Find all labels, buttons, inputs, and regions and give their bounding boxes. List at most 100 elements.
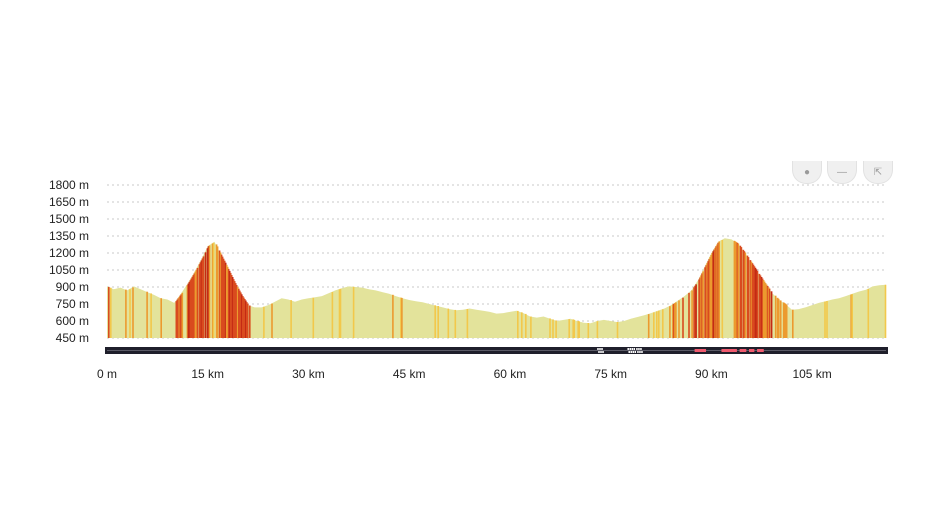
gradient-stripe [779, 300, 782, 338]
y-tick-label: 1500 m [49, 212, 89, 226]
gradient-stripe [226, 266, 229, 338]
gradient-stripe [695, 284, 697, 338]
x-tick-label: 45 km [393, 367, 426, 381]
gradient-stripe [199, 262, 202, 338]
gradient-stripe [218, 250, 221, 338]
gradient-stripe [766, 285, 769, 338]
gradient-stripe [709, 257, 711, 338]
surface-unpaved-mark [600, 351, 602, 353]
person-icon[interactable]: ● [792, 161, 822, 184]
gradient-stripe [211, 243, 214, 338]
expand-icon[interactable]: ⇱ [863, 161, 893, 184]
y-axis: 450 m 600 m 750 m 900 m 1050 m 1200 m 1350 m 15… [49, 178, 89, 345]
gradient-stripe [227, 268, 230, 338]
surface-unpaved-mark [632, 351, 634, 353]
surface-unpaved-mark [630, 351, 632, 353]
gradient-stripe [824, 301, 826, 338]
gradient-stripe [743, 251, 746, 338]
gradient-stripe [653, 312, 655, 338]
gradient-stripe [466, 309, 469, 338]
gradient-stripe [233, 281, 236, 338]
gradient-stripe [752, 264, 755, 338]
gradient-stripe [756, 270, 759, 338]
gradient-stripe [699, 277, 701, 338]
gradient-stripe [713, 249, 715, 338]
gradient-stripe [718, 241, 720, 338]
y-tick-label: 1650 m [49, 195, 89, 209]
surface-unpaved-mark [627, 348, 629, 350]
gradient-stripe [682, 297, 684, 338]
surface-unpaved-mark [598, 351, 600, 353]
gradient-stripe [242, 296, 244, 338]
gradient-stripe [437, 306, 439, 338]
gradient-stripe [447, 308, 450, 338]
gradient-stripe [150, 293, 152, 338]
gradient-stripe [224, 262, 227, 338]
gradient-stripe [241, 294, 243, 338]
gradient-stripe [549, 318, 551, 338]
x-tick-label: 15 km [191, 367, 224, 381]
x-tick-label: 105 km [792, 367, 831, 381]
surface-hazard-mark [721, 349, 737, 352]
gradient-stripe [238, 288, 240, 338]
gradient-stripe [240, 292, 242, 338]
gradient-stripe [175, 301, 178, 338]
x-tick-label: 0 m [97, 367, 117, 381]
x-tick-label: 60 km [494, 367, 527, 381]
gradient-stripe [701, 273, 703, 338]
gradient-stripe [717, 242, 719, 338]
gradient-stripe [392, 294, 394, 338]
gradient-stripe [776, 297, 779, 338]
gradient-stripe [675, 302, 677, 338]
gradient-stripe [229, 272, 232, 338]
gradient-stripe [239, 290, 241, 338]
gradient-stripe [222, 258, 225, 338]
x-tick-label: 90 km [695, 367, 728, 381]
gradient-stripe [716, 244, 718, 338]
gradient-stripe [235, 285, 238, 338]
gradient-stripe [712, 251, 714, 338]
minus-icon[interactable]: — [827, 161, 857, 184]
y-tick-label: 750 m [56, 297, 89, 311]
gradient-stripe [792, 309, 794, 338]
y-tick-label: 1200 m [49, 246, 89, 260]
gradient-stripe [758, 273, 761, 338]
surface-bar [105, 347, 888, 354]
gradient-stripe [249, 305, 251, 338]
gradient-stripe [688, 292, 690, 338]
gradient-stripe [850, 294, 852, 338]
gradient-stripe [331, 292, 334, 338]
surface-unpaved-mark [597, 348, 599, 350]
gradient-stripe [782, 302, 785, 338]
gradient-stripe [784, 303, 787, 338]
gradient-stripe [698, 279, 700, 338]
y-tick-label: 1800 m [49, 178, 89, 192]
gradient-stripe [662, 309, 664, 338]
gradient-stripe [777, 298, 780, 338]
gradient-stripe [160, 298, 162, 338]
gradient-stripe [263, 306, 265, 338]
gradient-stripe [187, 283, 190, 338]
gradient-stripe [245, 300, 247, 338]
gradient-stripe [734, 241, 737, 338]
gradient-stripe [271, 303, 273, 338]
gradient-stripe [711, 253, 713, 338]
gradient-stripe [146, 291, 148, 338]
gradient-stripe [176, 299, 179, 338]
gradient-stripe [521, 312, 523, 338]
gradient-stripe [177, 298, 180, 338]
gradient-stripe [223, 260, 226, 338]
surface-unpaved-mark [640, 348, 642, 350]
gradient-stripe [454, 309, 457, 338]
surface-unpaved-mark [641, 351, 643, 353]
gradient-stripe [338, 289, 341, 338]
x-axis: 0 m 15 km 30 km 45 km 60 km 75 km 90 km 105 km [97, 367, 832, 381]
gradient-stripe [759, 275, 762, 338]
gradient-stripe [196, 267, 199, 338]
gradient-stripe [708, 259, 710, 338]
gradient-stripe [700, 275, 702, 338]
gradient-stripe [740, 247, 743, 338]
surface-unpaved-mark [637, 351, 639, 353]
gradient-stripe [647, 314, 650, 338]
gradient-stripe [774, 295, 777, 338]
